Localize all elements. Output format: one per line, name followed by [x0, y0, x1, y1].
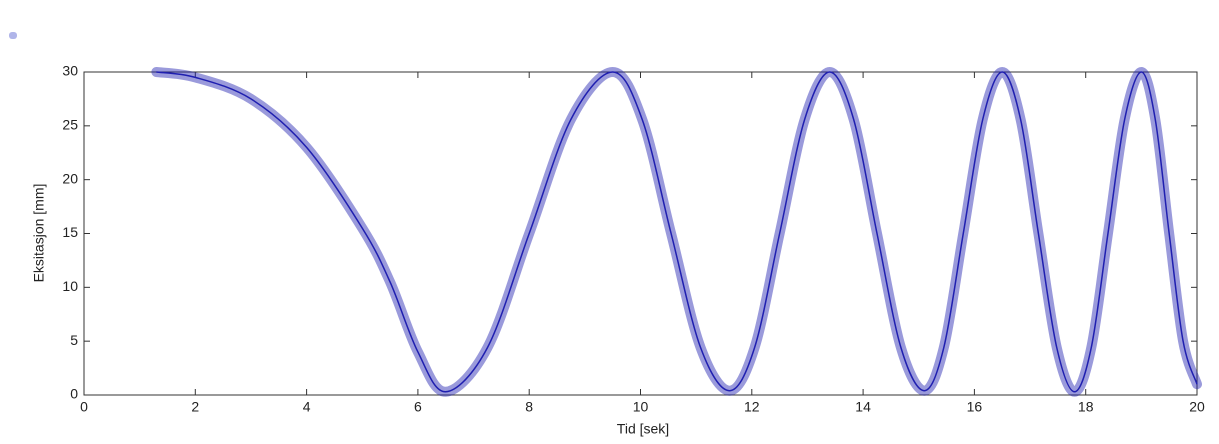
y-tick-label: 0 [70, 386, 78, 402]
x-tick-label: 0 [80, 399, 88, 415]
line-halo [151, 67, 1202, 397]
x-tick-label: 2 [191, 399, 199, 415]
x-tick-label: 14 [855, 399, 871, 415]
y-tick-label: 20 [62, 170, 78, 186]
x-tick-label: 12 [744, 399, 760, 415]
x-tick-label: 18 [1078, 399, 1094, 415]
x-tick-label: 16 [967, 399, 983, 415]
y-tick-label: 15 [62, 224, 78, 240]
x-tick-label: 4 [303, 399, 311, 415]
y-tick-label: 10 [62, 278, 78, 294]
y-tick-label: 30 [62, 63, 78, 79]
y-tick-label: 25 [62, 117, 78, 133]
x-tick-label: 10 [633, 399, 649, 415]
x-tick-label: 20 [1189, 399, 1205, 415]
y-tick-label: 5 [70, 332, 78, 348]
x-axis-label: Tid [sek] [617, 421, 669, 437]
x-tick-label: 6 [414, 399, 422, 415]
decoration-dot [9, 32, 17, 39]
y-axis-label: Eksitasjon [mm] [31, 184, 47, 283]
x-tick-label: 8 [525, 399, 533, 415]
line [156, 71, 1198, 393]
